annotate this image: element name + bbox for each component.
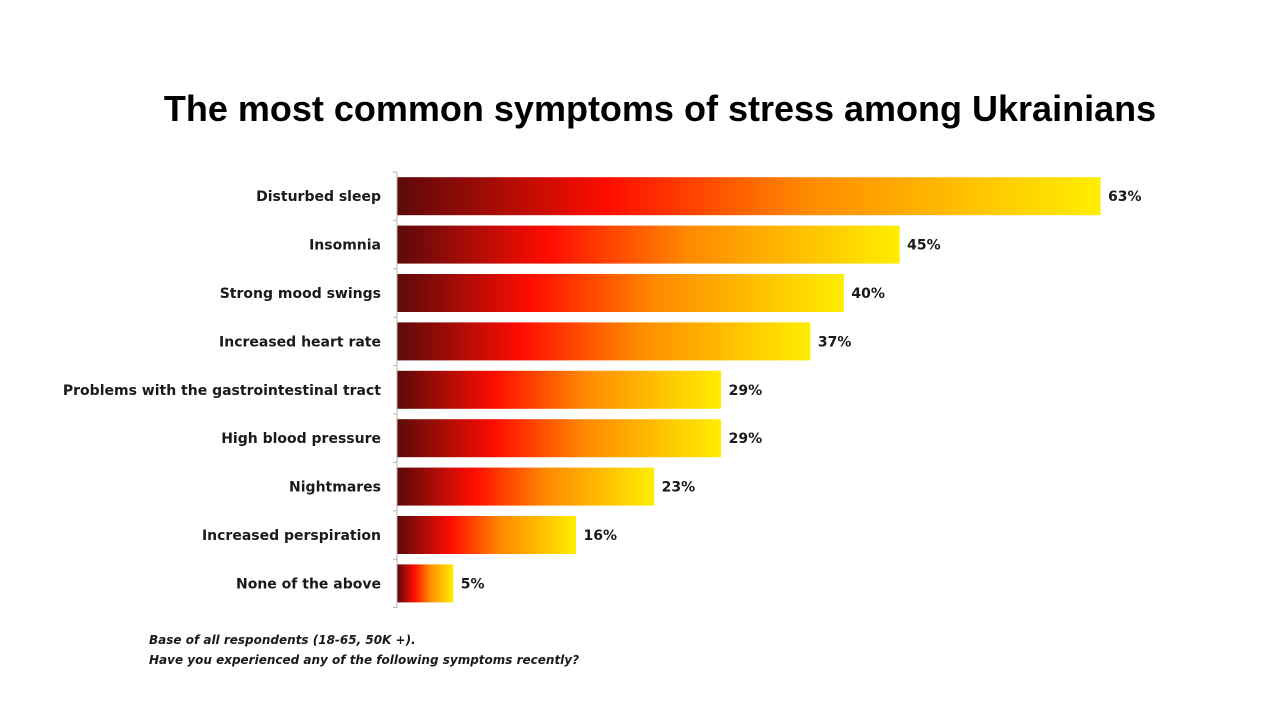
category-label-2: Strong mood swings — [220, 286, 381, 302]
category-label-0: Disturbed sleep — [256, 189, 381, 205]
chart-title: The most common symptoms of stress among… — [163, 88, 1157, 129]
category-label-4: Problems with the gastrointestinal tract — [63, 383, 381, 399]
bar-3 — [397, 322, 811, 361]
category-label-3: Increased heart rate — [219, 334, 381, 350]
category-label-5: High blood pressure — [221, 431, 381, 447]
value-label-6: 23% — [662, 480, 696, 496]
value-label-8: 5% — [461, 576, 485, 592]
value-label-5: 29% — [729, 431, 763, 447]
bars — [397, 177, 1101, 603]
y-axis — [393, 171, 398, 609]
category-label-6: Nightmares — [289, 480, 381, 496]
bar-1 — [397, 225, 900, 264]
value-label-7: 16% — [584, 528, 618, 544]
footnote-base: Base of all respondents (18-65, 50K +). — [149, 633, 416, 647]
value-label-0: 63% — [1108, 189, 1142, 205]
category-label-8: None of the above — [236, 576, 381, 592]
category-labels: Disturbed sleep Insomnia Strong mood swing… — [63, 189, 381, 592]
bar-5 — [397, 419, 722, 458]
bar-8 — [397, 564, 454, 603]
bar-4 — [397, 370, 722, 409]
bar-7 — [397, 516, 577, 554]
bar-6 — [397, 467, 655, 506]
value-labels: 63% 45% 40% 37% 29% 29% 23% 16% 5% — [461, 189, 1142, 592]
value-label-3: 37% — [818, 334, 852, 350]
value-label-2: 40% — [851, 286, 885, 302]
category-label-7: Increased perspiration — [202, 528, 381, 544]
category-label-1: Insomnia — [309, 238, 381, 254]
value-label-1: 45% — [907, 238, 941, 254]
value-label-4: 29% — [729, 383, 763, 399]
bar-0 — [397, 177, 1101, 216]
bar-2 — [397, 274, 844, 312]
footnote-question: Have you experienced any of the followin… — [149, 653, 580, 667]
